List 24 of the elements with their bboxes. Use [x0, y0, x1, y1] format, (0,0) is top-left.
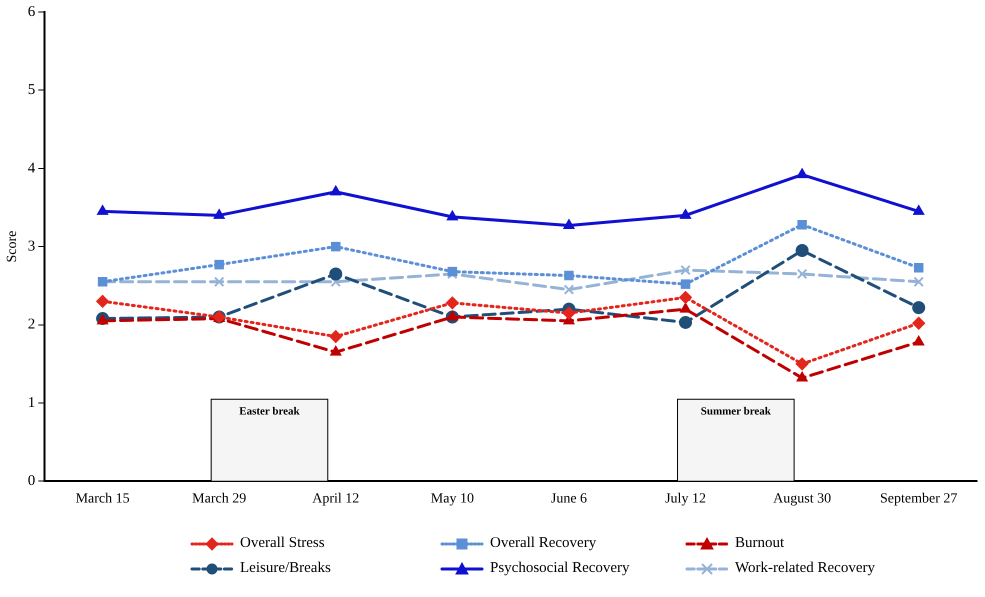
legend-label: Overall Stress — [240, 535, 325, 552]
x-tick-label: June 6 — [550, 491, 588, 506]
y-tick-label: 0 — [28, 473, 36, 490]
y-tick-label: 5 — [28, 82, 36, 98]
x-tick-label: May 10 — [430, 491, 474, 506]
y-tick-label: 1 — [28, 394, 36, 411]
x-tick-label: March 29 — [192, 491, 246, 506]
x-tick-label: August 30 — [773, 491, 832, 506]
x-tick-label: September 27 — [880, 491, 958, 506]
band-label: Easter break — [239, 406, 301, 418]
y-tick-label: 2 — [28, 316, 36, 333]
legend-label: Leisure/Breaks — [240, 560, 331, 577]
band-label: Summer break — [700, 406, 772, 418]
legend-label: Burnout — [735, 535, 784, 552]
x-tick-label: April 12 — [312, 491, 360, 506]
y-tick-label: 6 — [28, 4, 36, 20]
legend-label: Psychosocial Recovery — [490, 560, 630, 577]
x-tick-label: March 15 — [76, 491, 130, 506]
legend-label: Work-related Recovery — [735, 560, 875, 577]
y-tick-label: 3 — [28, 238, 36, 255]
y-tick-label: 4 — [28, 160, 36, 176]
y-axis-title: Score — [5, 230, 20, 263]
legend-label: Overall Recovery — [490, 535, 596, 552]
x-tick-label: July 12 — [665, 491, 706, 506]
